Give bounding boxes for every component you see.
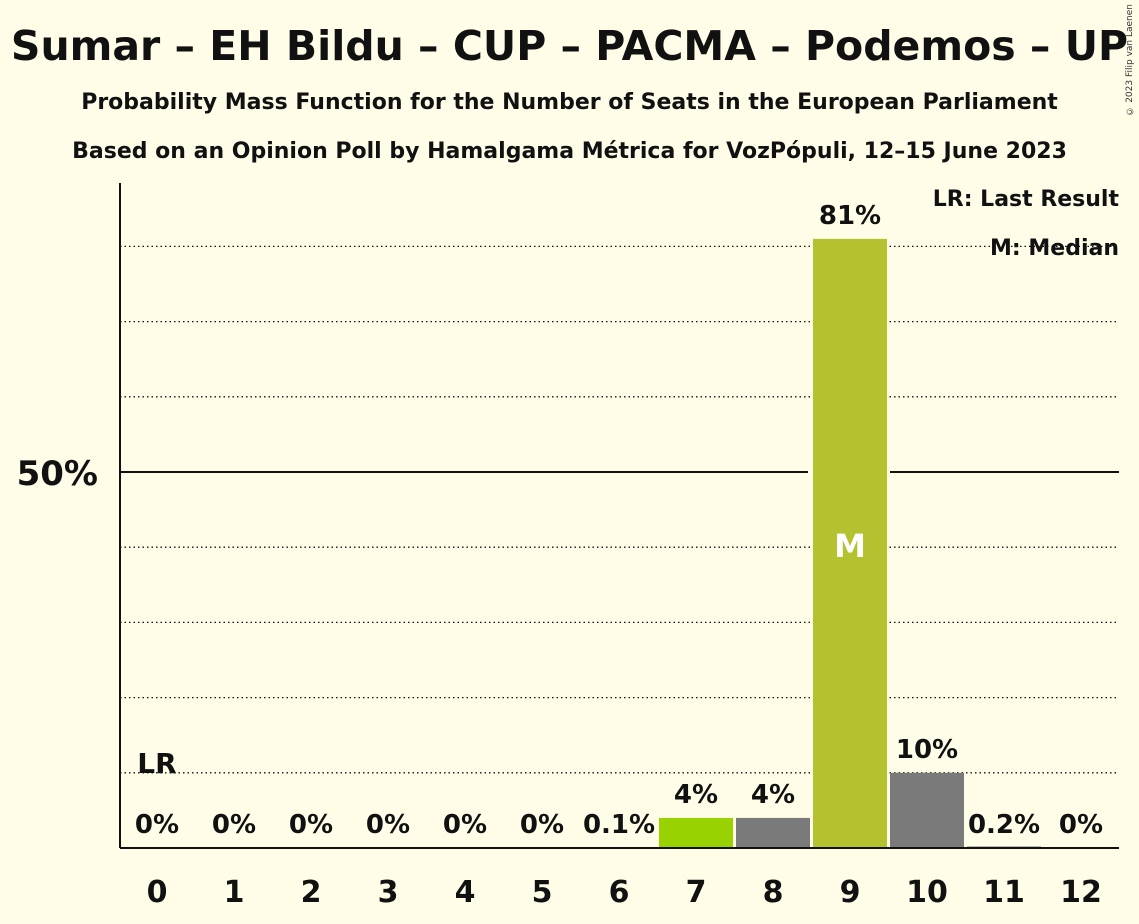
x-tick-label: 1 [224, 875, 245, 910]
data-label: 0.2% [968, 810, 1040, 840]
legend-last-result: LR: Last Result [932, 187, 1119, 212]
bar-seat-8 [736, 817, 810, 848]
x-tick-label: 12 [1060, 875, 1102, 910]
x-tick-label: 11 [983, 875, 1025, 910]
x-tick-label: 4 [455, 875, 476, 910]
data-label: 0% [520, 810, 564, 840]
x-tick-label: 7 [686, 875, 707, 910]
data-label: 81% [819, 201, 881, 231]
x-tick-label: 6 [609, 875, 630, 910]
last-result-marker: LR [137, 747, 176, 780]
bar-seat-7 [659, 817, 733, 848]
chart-source-line: Based on an Opinion Poll by Hamalgama Mé… [72, 139, 1067, 164]
data-label: 0% [212, 810, 256, 840]
data-label: 4% [674, 780, 718, 810]
data-label: 0% [1059, 810, 1103, 840]
y-tick-label: 50% [17, 454, 98, 494]
data-label: 10% [896, 735, 958, 765]
legend-median: M: Median [990, 236, 1119, 261]
data-label: 0% [366, 810, 410, 840]
chart-title: Sumar – EH Bildu – CUP – PACMA – Podemos… [10, 22, 1129, 70]
bar-seat-9 [813, 238, 887, 848]
data-label: 0% [443, 810, 487, 840]
x-tick-label: 9 [840, 875, 861, 910]
data-label: 0.1% [583, 810, 655, 840]
x-tick-label: 8 [763, 875, 784, 910]
median-marker: M [834, 527, 866, 565]
x-tick-label: 5 [532, 875, 553, 910]
x-tick-label: 0 [147, 875, 168, 910]
bar-seat-10 [890, 772, 964, 848]
chart-subtitle: Probability Mass Function for the Number… [81, 90, 1058, 115]
data-label: 0% [289, 810, 333, 840]
data-label: 0% [135, 810, 179, 840]
data-label: 4% [751, 780, 795, 810]
x-tick-label: 2 [301, 875, 322, 910]
x-tick-label: 3 [378, 875, 399, 910]
x-tick-label: 10 [906, 875, 948, 910]
